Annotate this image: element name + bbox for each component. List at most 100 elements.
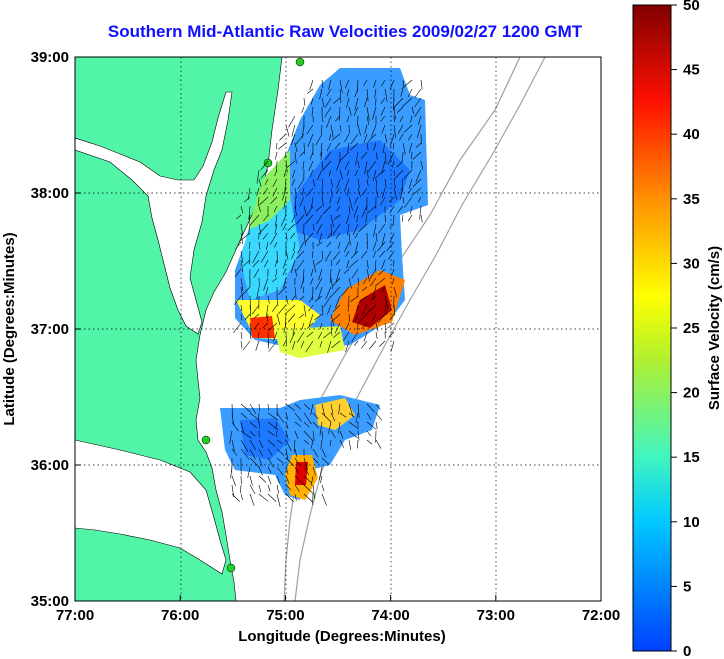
velocity-arrow (273, 205, 278, 213)
velocity-arrow (258, 484, 262, 493)
velocity-arrow (321, 196, 324, 207)
velocity-arrow (260, 169, 269, 179)
velocity-arrow (345, 322, 350, 330)
velocity-arrow (231, 439, 235, 452)
velocity-arrow (316, 223, 323, 235)
velocity-arrow (372, 286, 377, 300)
velocity-arrow (265, 286, 269, 295)
velocity-arrow (276, 313, 281, 326)
velocity-arrow (259, 196, 269, 206)
velocity-arrow (249, 304, 252, 318)
velocity-arrow (276, 484, 279, 494)
velocity-arrow (348, 430, 358, 439)
velocity-arrow (311, 475, 314, 486)
velocity-arrow (350, 133, 359, 145)
velocity-arrow (270, 196, 278, 204)
velocity-arrow (321, 412, 332, 423)
velocity-arrow (321, 484, 325, 491)
velocity-arrow (363, 133, 368, 144)
velocity-arrow (258, 223, 269, 235)
velocity-arrow (249, 322, 252, 333)
velocity-arrow (321, 124, 323, 134)
velocity-arrow (343, 268, 350, 274)
velocity-arrow (381, 160, 386, 174)
velocity-arrow (369, 268, 377, 280)
velocity-arrow (322, 205, 332, 215)
velocity-arrow (311, 106, 314, 116)
velocity-arrow (363, 277, 368, 285)
velocity-arrow (294, 403, 301, 410)
velocity-arrow (294, 430, 299, 439)
velocity-arrow (419, 205, 422, 220)
velocity-arrow (297, 178, 305, 190)
velocity-arrow (260, 160, 269, 171)
velocity-arrow (382, 142, 386, 153)
velocity-arrow (393, 169, 404, 181)
velocity-arrow (253, 313, 260, 319)
velocity-arrow (321, 250, 324, 260)
velocity-arrow (373, 142, 377, 151)
velocity-arrow (370, 277, 377, 287)
velocity-arrow (384, 295, 389, 310)
velocity-arrow (276, 295, 279, 307)
velocity-arrow (285, 412, 289, 420)
velocity-arrow (263, 214, 269, 222)
velocity-arrow (345, 250, 350, 258)
velocity-arrow (402, 97, 413, 107)
velocity-arrow (414, 97, 422, 108)
velocity-arrow (339, 88, 342, 103)
velocity-arrow (249, 403, 257, 414)
x-tick-label: 74:00 (371, 607, 409, 624)
velocity-arrow (274, 223, 278, 234)
x-tick-labels: 77:00 76:00 75:00 74:00 73:00 72:00 (56, 595, 620, 624)
velocity-arrow (300, 277, 305, 289)
y-tick-label: 35:00 (31, 593, 69, 610)
velocity-arrow (310, 268, 314, 277)
velocity-arrow (240, 439, 249, 452)
velocity-arrow (363, 79, 368, 86)
velocity-arrow (290, 232, 296, 239)
velocity-arrow (348, 439, 352, 450)
velocity-arrow (284, 151, 287, 159)
velocity-arrow (294, 286, 297, 300)
colorbar-tick-label: 0 (683, 643, 691, 659)
velocity-arrow (374, 259, 377, 271)
velocity-arrow (366, 106, 370, 121)
velocity-arrow (401, 79, 413, 90)
velocity-arrow (348, 205, 351, 215)
velocity-arrow (357, 430, 360, 441)
velocity-arrow (275, 151, 278, 160)
velocity-arrow (267, 331, 269, 345)
velocity-arrow (240, 340, 243, 349)
velocity-arrow (303, 430, 314, 442)
velocity-arrow (366, 178, 369, 187)
velocity-arrow (407, 133, 413, 141)
velocity-arrow (312, 250, 314, 259)
bathymetry-contour (294, 57, 546, 601)
velocity-arrow (366, 142, 369, 151)
velocity-arrow (321, 403, 325, 416)
velocity-arrow (381, 124, 386, 134)
velocity-arrow (266, 241, 269, 251)
velocity-arrow (278, 286, 287, 295)
velocity-arrow (366, 259, 369, 269)
velocity-arrow (258, 475, 267, 483)
velocity-arrow (303, 439, 309, 445)
x-tick-label: 77:00 (56, 607, 94, 624)
velocity-arrow (249, 331, 252, 340)
velocity-arrow (329, 133, 332, 141)
velocity-arrow (373, 223, 377, 237)
velocity-arrow (285, 439, 292, 452)
velocity-arrow (332, 223, 341, 235)
velocity-arrow (235, 241, 242, 250)
velocity-arrow (276, 466, 284, 476)
velocity-arrow (403, 169, 413, 180)
velocity-arrow (393, 124, 396, 139)
velocity-arrow (264, 178, 269, 185)
velocity-arrow (242, 259, 251, 267)
velocity-arrow (272, 277, 278, 283)
velocity-arrow (240, 313, 243, 321)
velocity-arrow (301, 106, 305, 113)
velocity-arrow (353, 106, 359, 116)
velocity-arrow (283, 196, 287, 210)
